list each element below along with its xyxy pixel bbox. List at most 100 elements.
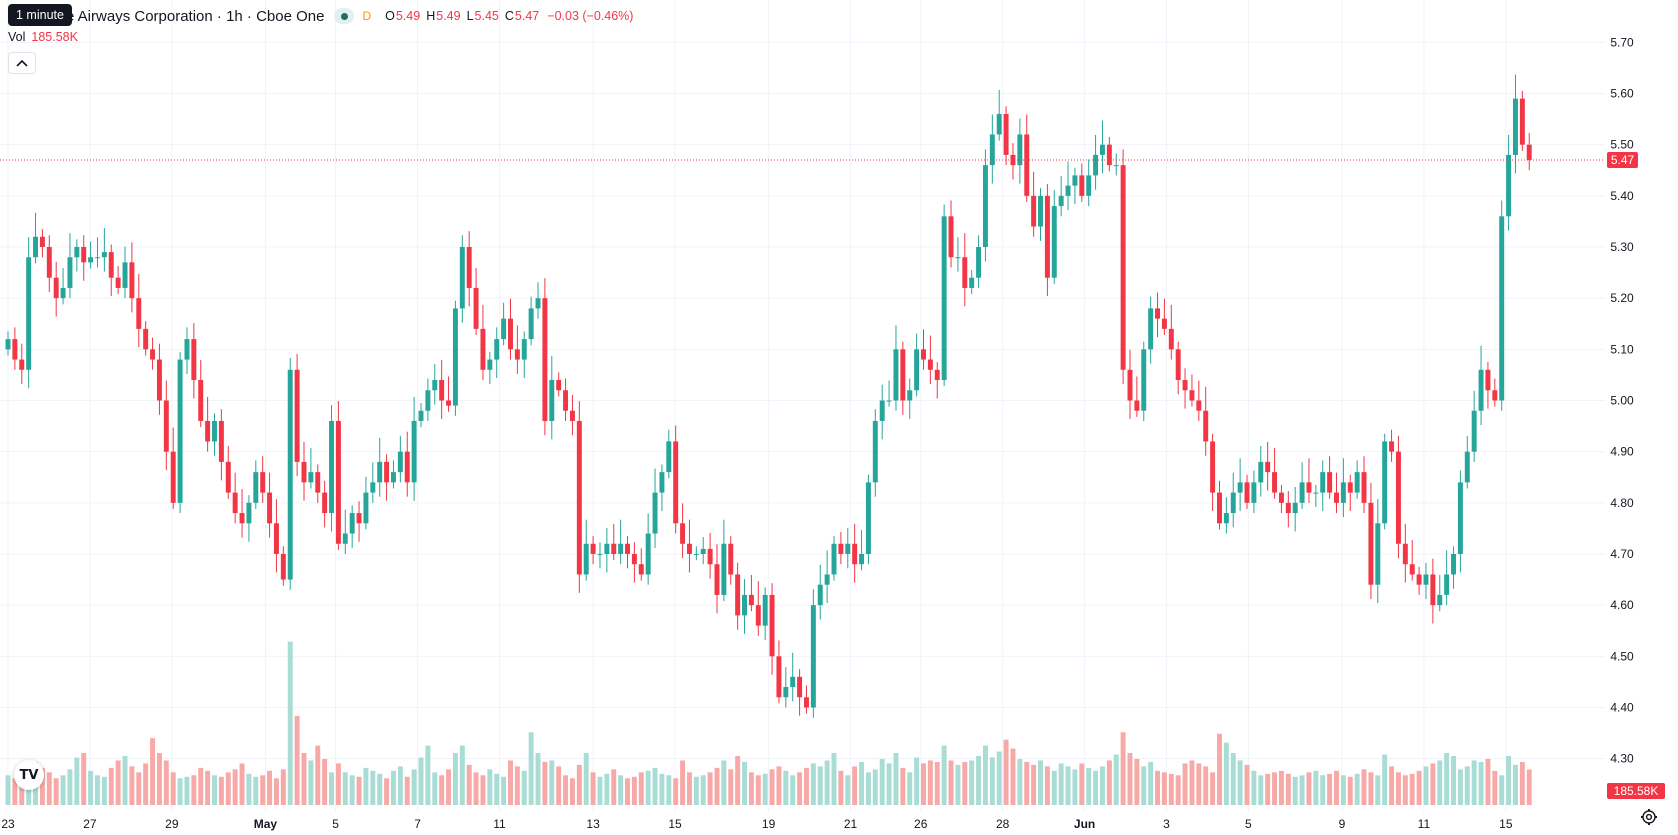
- volume-bar: [1148, 761, 1154, 805]
- volume-bar: [976, 756, 982, 805]
- candle-body: [879, 400, 885, 421]
- candle: [514, 325, 520, 374]
- candle: [969, 270, 975, 295]
- candle-body: [748, 594, 754, 606]
- volume-bar: [1327, 773, 1333, 805]
- volume-bar: [177, 778, 183, 805]
- volume-bar: [1340, 775, 1346, 805]
- candle-body: [205, 420, 211, 442]
- candle-body: [177, 359, 183, 503]
- volume-bar: [1464, 766, 1470, 805]
- candle: [205, 396, 211, 452]
- volume-bar: [1382, 754, 1388, 805]
- candle: [342, 509, 348, 554]
- volume-bar: [996, 751, 1002, 805]
- candle: [590, 536, 596, 565]
- candle: [1340, 458, 1346, 518]
- candle: [170, 427, 176, 509]
- volume-bar: [528, 732, 534, 805]
- candle: [955, 237, 961, 272]
- candle: [335, 401, 341, 550]
- volume-bar: [1155, 770, 1161, 805]
- candle-body: [790, 676, 796, 688]
- volume-bar: [879, 758, 885, 805]
- delay-flag[interactable]: D: [362, 9, 372, 23]
- candle: [886, 380, 892, 407]
- candle: [907, 378, 913, 419]
- candle: [390, 460, 396, 489]
- volume-bar: [569, 778, 575, 805]
- volume-bar: [604, 773, 610, 805]
- symbol-title[interactable]: e Airways Corporation · 1h · Cboe One: [66, 7, 325, 25]
- candle: [108, 244, 114, 297]
- candle: [53, 261, 59, 317]
- candle-body: [39, 236, 45, 248]
- volume-bar: [852, 766, 858, 805]
- candle-body: [156, 359, 162, 401]
- volume-bar: [432, 772, 438, 805]
- candle-body: [1189, 390, 1195, 401]
- candle: [1127, 349, 1133, 419]
- candle: [122, 246, 128, 299]
- price-tick-label: 5.20: [1610, 291, 1634, 305]
- candle: [1210, 433, 1216, 512]
- candle-body: [1471, 410, 1477, 452]
- candle: [356, 501, 362, 542]
- candle-body: [1464, 451, 1470, 483]
- candle: [1334, 472, 1339, 514]
- volume-bar: [1306, 772, 1312, 805]
- volume-bar: [611, 769, 617, 805]
- time-tick-label: Jun: [1074, 817, 1095, 831]
- candle-body: [404, 451, 410, 483]
- candle-body: [349, 513, 355, 534]
- candle-body: [1251, 482, 1257, 503]
- candle-body: [1519, 98, 1525, 145]
- market-status-icon[interactable]: [334, 8, 355, 24]
- volume-bar: [184, 776, 190, 805]
- candle: [645, 513, 651, 585]
- candle-body: [831, 543, 837, 575]
- candle: [1272, 448, 1278, 499]
- candle-body: [1031, 195, 1037, 227]
- candle-body: [480, 328, 486, 370]
- volume-bar: [1182, 763, 1188, 805]
- candle: [301, 441, 307, 501]
- volume-bar: [776, 766, 782, 805]
- volume-bar: [1334, 770, 1339, 805]
- candle-body: [1155, 308, 1161, 319]
- candle: [1285, 491, 1291, 528]
- candle: [1244, 474, 1250, 509]
- time-tick-label: 13: [586, 817, 600, 831]
- candle: [287, 358, 293, 590]
- low-value: 5.45: [474, 9, 499, 23]
- candle: [693, 546, 699, 561]
- volume-bar: [618, 775, 624, 805]
- candle: [501, 302, 507, 346]
- candle: [1203, 386, 1209, 456]
- open-value: 5.49: [395, 9, 421, 23]
- candle: [1512, 74, 1518, 174]
- volume-bar: [969, 760, 975, 805]
- volume-bar: [859, 761, 865, 805]
- volume-bar: [1292, 776, 1298, 805]
- candle: [1451, 546, 1456, 589]
- last-price-label: 5.47: [1611, 153, 1635, 167]
- candle-body: [1161, 318, 1167, 329]
- candle: [246, 495, 252, 542]
- candle: [1120, 149, 1126, 385]
- tradingview-logo-icon[interactable]: TV: [14, 760, 44, 790]
- candle-body: [948, 216, 954, 258]
- volume-bar: [1237, 760, 1243, 805]
- candle: [1093, 134, 1099, 190]
- candle-body: [776, 656, 782, 698]
- volume-bar: [1395, 772, 1401, 805]
- candle: [797, 669, 803, 716]
- gear-icon[interactable]: [1640, 808, 1658, 826]
- candle-body: [666, 441, 672, 473]
- candle: [1347, 474, 1353, 512]
- volume-bar: [755, 775, 761, 805]
- volume-value: 185.58K: [31, 30, 78, 44]
- collapse-legend-button[interactable]: [8, 52, 36, 74]
- candle-body: [1237, 482, 1243, 493]
